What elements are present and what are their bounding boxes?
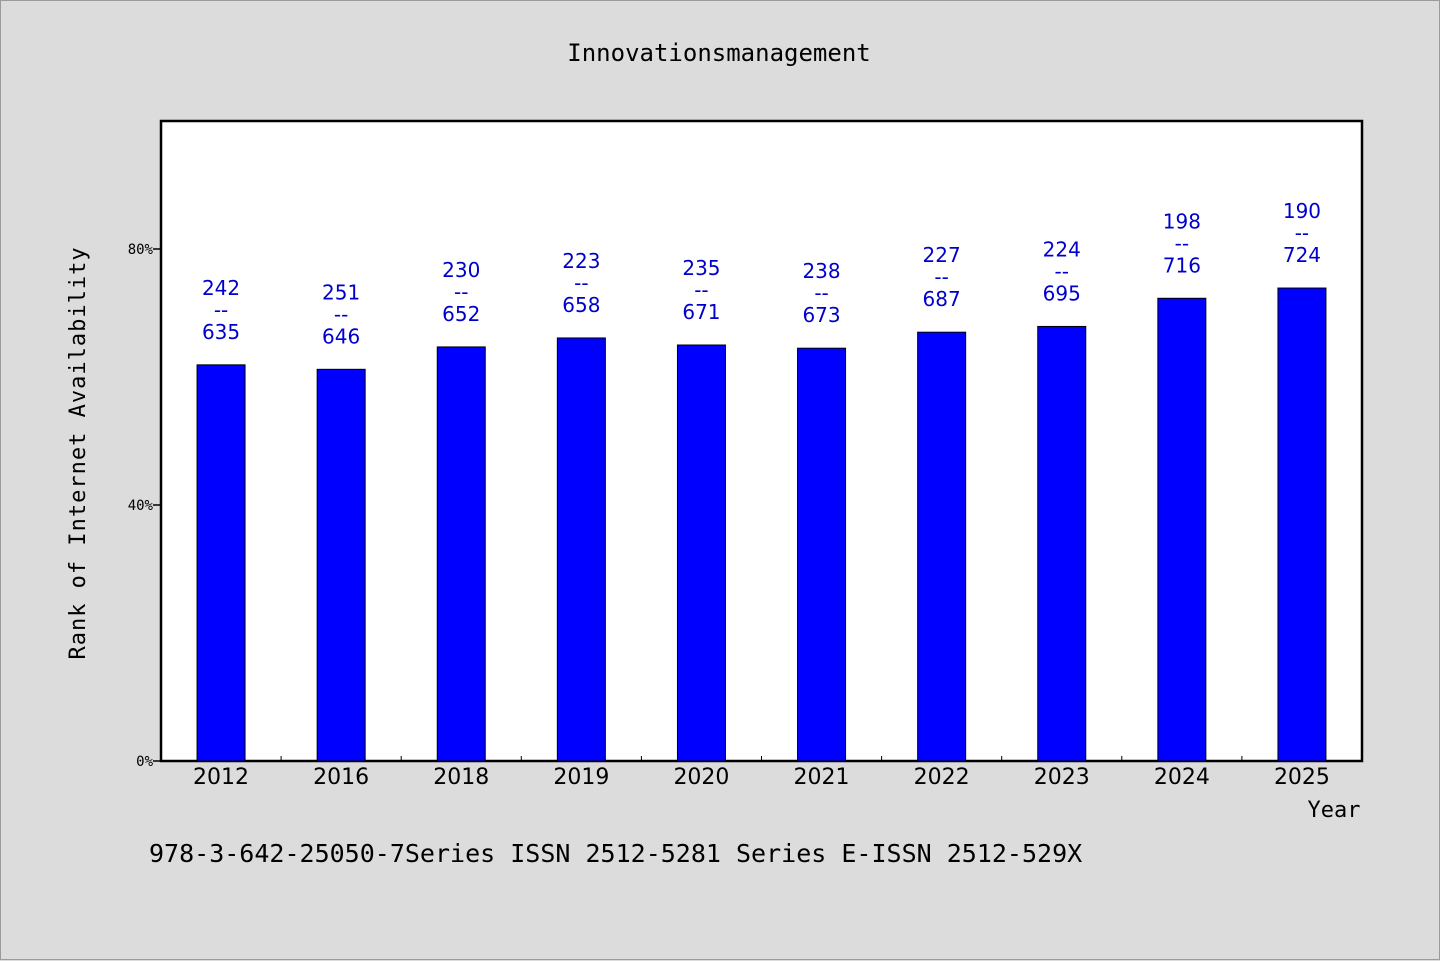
- y-tick-label: 80%: [128, 242, 154, 258]
- data-label-top-2019: 223: [562, 249, 600, 273]
- data-label-separator-2016: --: [334, 302, 348, 326]
- data-label-separator-2018: --: [454, 280, 468, 304]
- data-label-bottom-2018: 652: [442, 302, 480, 326]
- x-tick-label-2012: 2012: [193, 765, 249, 790]
- bar-2019: [556, 337, 606, 762]
- x-tick-label-2025: 2025: [1274, 765, 1330, 790]
- x-tick-label-2018: 2018: [433, 765, 489, 790]
- x-tick-label-2021: 2021: [794, 765, 850, 790]
- x-tick-label-2023: 2023: [1034, 765, 1090, 790]
- data-label-top-2024: 198: [1163, 209, 1201, 233]
- chart-title: Innovationsmanagement: [567, 39, 870, 67]
- bar-2012: [196, 364, 246, 762]
- data-label-bottom-2020: 671: [682, 300, 720, 324]
- x-axis-ticks: 2012 2016 2018 2019 2020 2021 2022 2023 2024 2025: [193, 756, 1330, 790]
- data-label-separator-2021: --: [814, 281, 828, 305]
- data-label-bottom-2021: 673: [802, 303, 840, 327]
- y-tick-label: 40%: [128, 498, 154, 514]
- data-label-separator-2022: --: [934, 265, 948, 289]
- x-tick-label-2020: 2020: [673, 765, 729, 790]
- data-label-top-2022: 227: [923, 243, 961, 267]
- y-tick-label: 0%: [136, 754, 153, 770]
- data-label-bottom-2024: 716: [1163, 253, 1201, 277]
- data-label-bottom-2025: 724: [1283, 243, 1321, 267]
- data-label-bottom-2022: 687: [923, 287, 961, 311]
- data-label-bottom-2016: 646: [322, 324, 360, 348]
- data-label-separator-2019: --: [574, 271, 588, 295]
- data-label-top-2016: 251: [322, 280, 360, 304]
- bar-2016: [316, 368, 366, 762]
- bar-2024: [1157, 297, 1207, 762]
- data-label-top-2012: 242: [202, 276, 240, 300]
- data-labels-layer: 242--635251--646230--652223--658235--671…: [202, 199, 1321, 348]
- bar-2021: [797, 347, 847, 762]
- bar-2018: [436, 346, 486, 762]
- x-tick-label-2022: 2022: [914, 765, 970, 790]
- x-tick-label-2016: 2016: [313, 765, 369, 790]
- data-label-separator-2024: --: [1175, 231, 1189, 255]
- bar-2022: [917, 331, 967, 762]
- data-label-top-2025: 190: [1283, 199, 1321, 223]
- y-axis-ticks: 0% 40% 80%: [128, 242, 161, 770]
- data-label-separator-2023: --: [1055, 259, 1069, 283]
- data-label-top-2020: 235: [682, 256, 720, 280]
- bar-2020: [676, 344, 726, 762]
- data-label-separator-2012: --: [214, 298, 228, 322]
- data-label-bottom-2023: 695: [1043, 281, 1081, 305]
- data-label-bottom-2012: 635: [202, 320, 240, 344]
- data-label-top-2021: 238: [802, 259, 840, 283]
- data-label-top-2018: 230: [442, 258, 480, 282]
- bars-layer: [196, 287, 1327, 762]
- data-label-bottom-2019: 658: [562, 293, 600, 317]
- x-tick-label-2024: 2024: [1154, 765, 1210, 790]
- data-label-separator-2025: --: [1295, 221, 1309, 245]
- x-axis-title: Year: [1308, 798, 1361, 823]
- bar-2023: [1037, 325, 1087, 762]
- y-axis-title: Rank of Internet Availability: [66, 246, 91, 659]
- bar-2025: [1277, 287, 1327, 762]
- data-label-separator-2020: --: [694, 278, 708, 302]
- footnote-isbn-issn: 978-3-642-25050-7Series ISSN 2512-5281 S…: [149, 839, 1082, 868]
- x-tick-label-2019: 2019: [553, 765, 609, 790]
- data-label-top-2023: 224: [1043, 237, 1081, 261]
